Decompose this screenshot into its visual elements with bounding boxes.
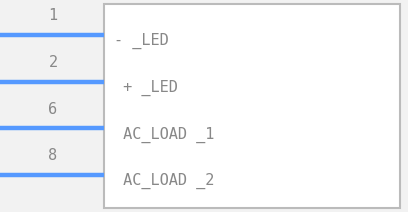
Text: + _LED: + _LED <box>114 80 178 96</box>
Text: 8: 8 <box>49 148 58 163</box>
Text: AC_LOAD _2: AC_LOAD _2 <box>114 173 215 189</box>
Text: AC_LOAD _1: AC_LOAD _1 <box>114 127 215 143</box>
Text: 2: 2 <box>49 55 58 70</box>
Text: 1: 1 <box>49 8 58 23</box>
Text: 6: 6 <box>49 102 58 117</box>
Bar <box>104 4 400 208</box>
Text: - _LED: - _LED <box>114 33 169 49</box>
